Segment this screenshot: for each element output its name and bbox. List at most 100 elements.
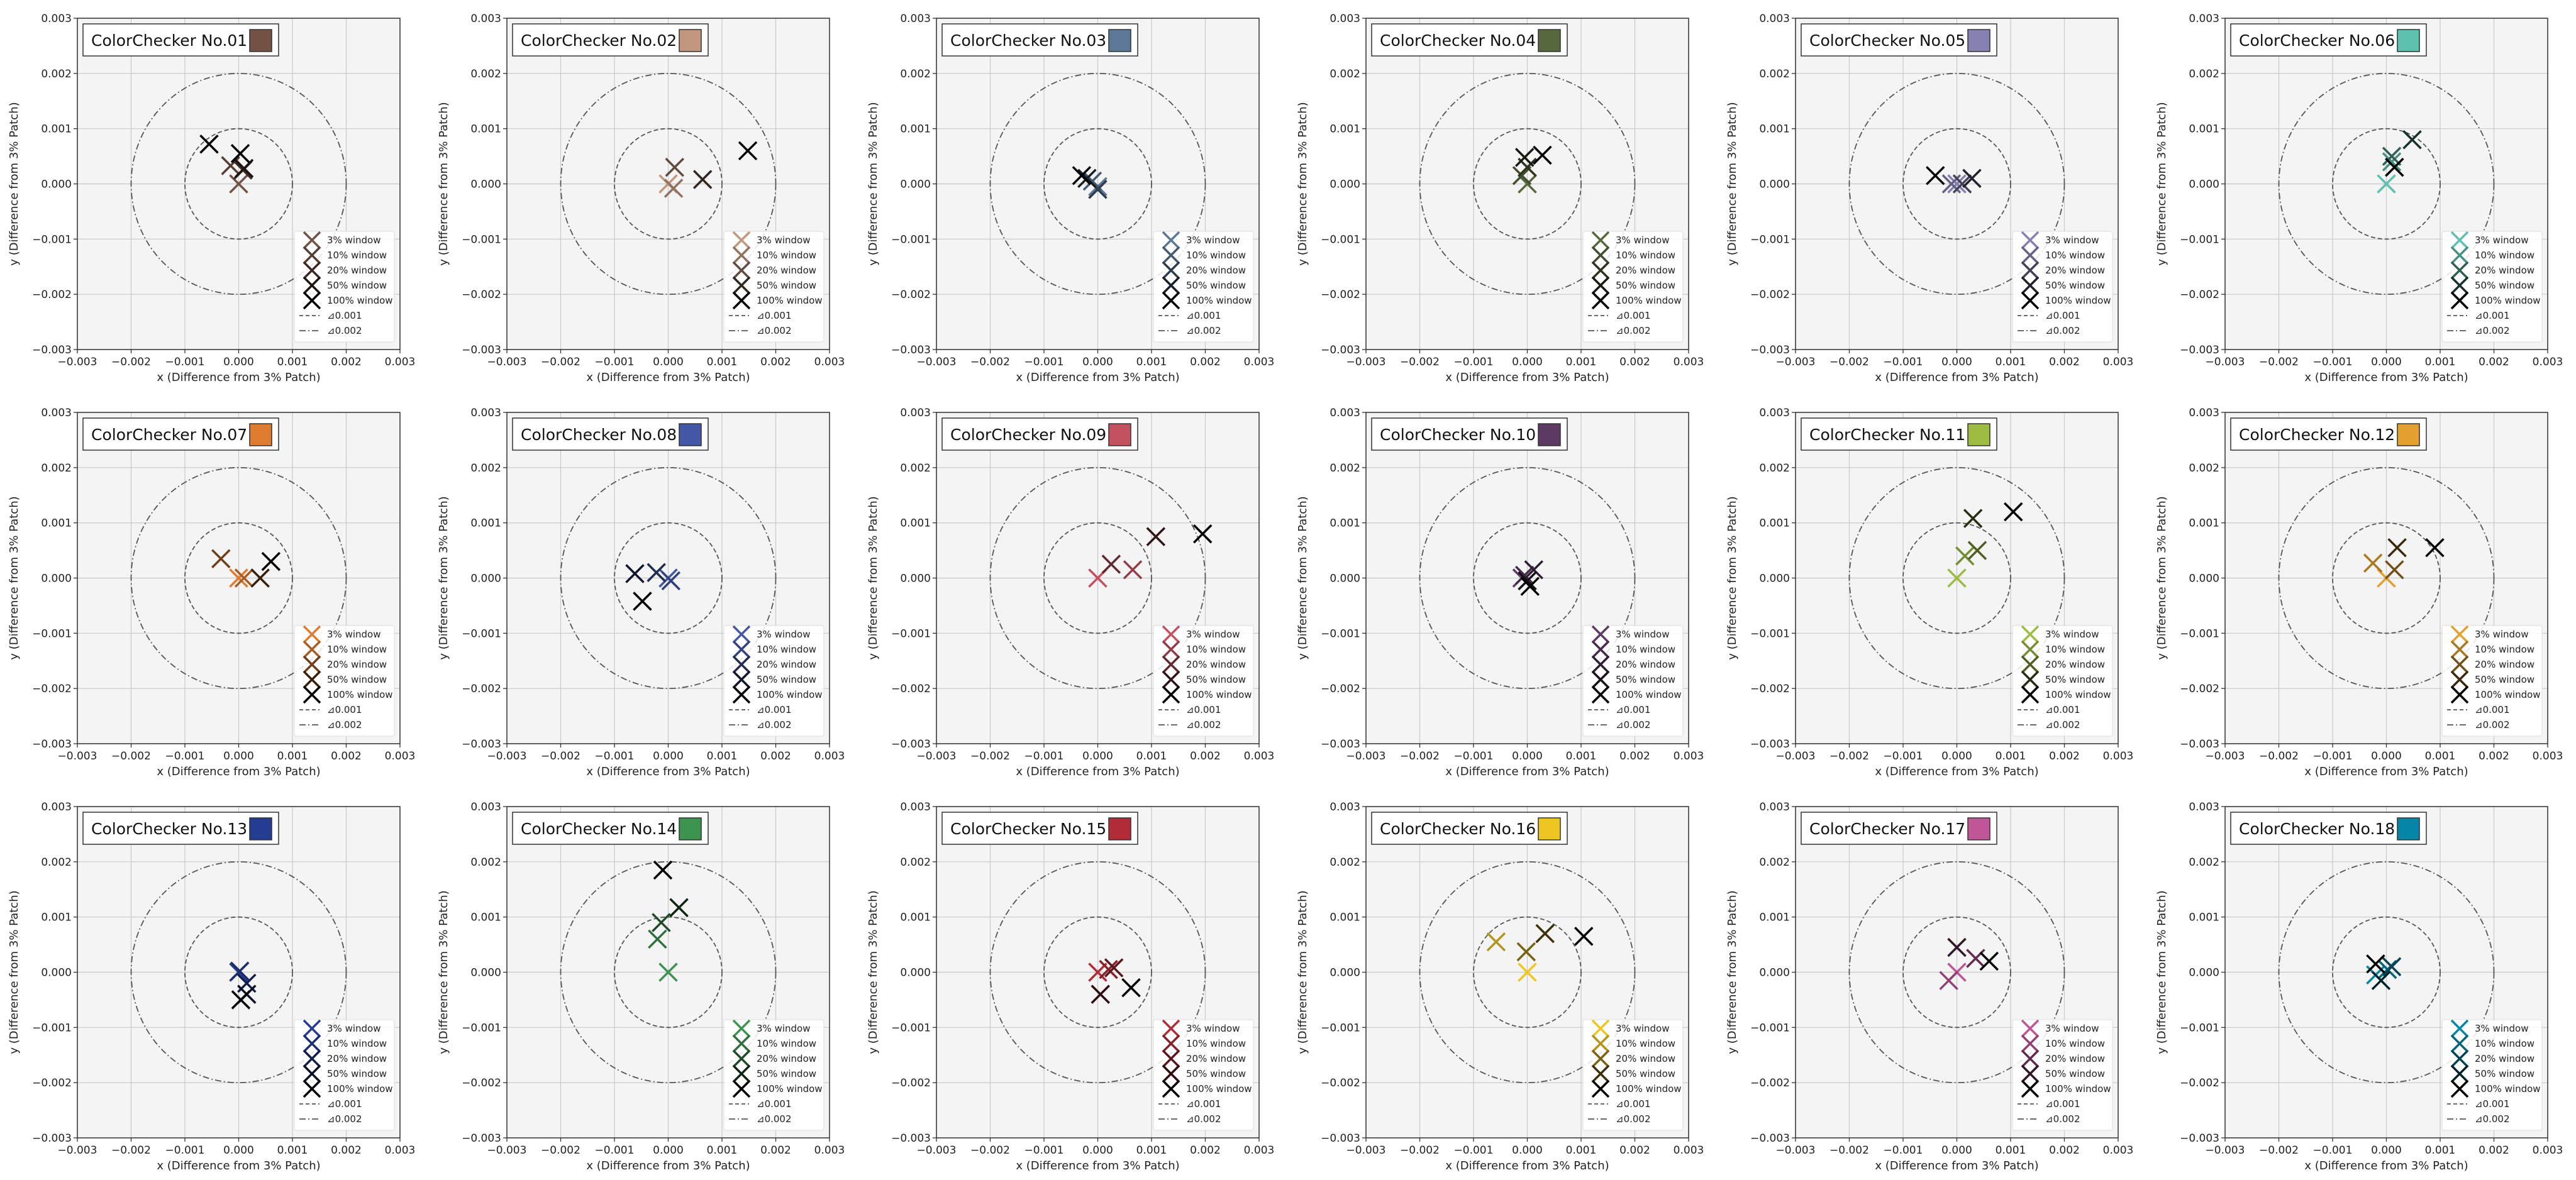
x-tick-label: −0.002 (1400, 1144, 1440, 1157)
x-tick-label: −0.003 (487, 750, 527, 763)
legend-label: 3% window (327, 1023, 380, 1034)
panel-title-box: ColorChecker No.04 (1371, 23, 1568, 57)
point-stroke (1514, 565, 1535, 585)
legend-item: ⊿0.002 (1158, 1113, 1221, 1125)
scatter-point (234, 568, 254, 588)
x-tick-label: 0.000 (223, 1144, 254, 1157)
legend-item: 50% window (2021, 276, 2105, 295)
y-tick-label: 0.000 (470, 179, 501, 191)
legend-item: 100% window (2450, 685, 2541, 704)
scatter-point (665, 157, 684, 177)
legend-item: 10% window (1591, 1034, 1675, 1053)
y-tick-label: 0.002 (2189, 462, 2219, 475)
legend-label: 3% window (2045, 1023, 2099, 1034)
y-axis-label: y (Difference from 3% Patch) (8, 496, 21, 659)
legend-item: 3% window (1162, 231, 1240, 250)
legend-item: 50% window (1591, 276, 1675, 295)
legend-label: ⊿0.001 (2045, 310, 2080, 321)
color-swatch (249, 29, 272, 52)
legend-marker (1162, 231, 1180, 250)
legend-marker (2021, 231, 2040, 250)
legend-marker (1162, 640, 1180, 659)
legend-item: 3% window (732, 1019, 810, 1038)
x-tick-label: 0.003 (2103, 1144, 2134, 1157)
legend-item: 20% window (303, 655, 387, 674)
y-tick-label: 0.002 (2189, 68, 2219, 80)
y-tick-label: 0.000 (470, 967, 501, 979)
color-swatch (1538, 423, 1561, 446)
legend-item: ⊿0.002 (2447, 325, 2510, 336)
legend-label: 100% window (2475, 295, 2541, 306)
x-tick-label: −0.001 (595, 1144, 635, 1157)
legend-item: 10% window (1162, 640, 1246, 659)
legend-item: ⊿0.001 (2018, 704, 2080, 715)
y-tick-label: 0.000 (1330, 179, 1360, 191)
x-tick-label: 0.003 (1244, 356, 1275, 368)
legend-marker (2450, 1064, 2469, 1083)
point-stroke (2377, 174, 2396, 194)
y-tick-label: 0.003 (470, 801, 501, 813)
y-tick-label: 0.002 (1330, 856, 1360, 869)
legend-item: 20% window (2021, 1049, 2105, 1068)
x-tick-label: −0.002 (541, 356, 580, 368)
legend-marker (1162, 1079, 1180, 1098)
chart-panel: −0.003 −0.002 −0.001 0.000 0.001 0.002 0.003 −0… (2155, 13, 2563, 384)
legend-label: 20% window (2475, 659, 2534, 670)
panel-title: ColorChecker No.16 (1380, 820, 1536, 838)
x-tick-label: 0.000 (2371, 1144, 2402, 1157)
legend-marker (2021, 1049, 2040, 1068)
legend-label: ⊿0.001 (2475, 704, 2510, 715)
title-box-frame (512, 812, 709, 845)
x-tick-label: 0.000 (2371, 356, 2402, 368)
legend-marker (1162, 261, 1180, 280)
color-swatch (1967, 423, 1990, 446)
reference-circle-0002 (2278, 72, 2495, 295)
point-stroke (692, 170, 713, 189)
legend-label: 50% window (327, 674, 387, 685)
legend-frame (723, 1019, 824, 1131)
legend-marker (303, 1064, 321, 1083)
x-tick-label: 0.003 (2103, 750, 2134, 763)
point-stroke (1072, 166, 1092, 185)
point-stroke (2382, 957, 2402, 976)
legend-item: 100% window (1162, 685, 1252, 704)
legend-label: 20% window (327, 1053, 387, 1064)
legend-item: ⊿0.002 (1588, 325, 1651, 336)
legend-marker (2021, 1064, 2040, 1083)
legend-label: 3% window (2045, 629, 2099, 640)
legend-item: 10% window (303, 640, 387, 659)
legend-item: 3% window (2450, 231, 2528, 250)
legend-label: 20% window (1186, 265, 1246, 276)
legend-item: 50% window (1162, 276, 1246, 295)
legend-item: ⊿0.001 (729, 310, 792, 321)
legend-item: 100% window (1162, 1079, 1252, 1098)
legend-item: ⊿0.001 (1588, 1098, 1651, 1110)
legend-marker (2450, 1019, 2469, 1038)
legend-label: 100% window (327, 1083, 393, 1095)
legend-label: ⊿0.001 (757, 310, 792, 321)
legend-label: ⊿0.002 (2045, 1113, 2080, 1125)
legend-item: 3% window (303, 1019, 380, 1038)
y-axis-label: y (Difference from 3% Patch) (437, 102, 450, 265)
x-tick-label: 0.002 (2049, 750, 2080, 763)
x-tick-label: −0.001 (1454, 750, 1494, 763)
scatter-point (1486, 932, 1506, 952)
scatter-point (2004, 502, 2023, 522)
color-swatch (1967, 29, 1990, 52)
y-tick-label: 0.000 (1759, 967, 1790, 979)
x-tick-label: 0.000 (653, 750, 684, 763)
y-tick-label: 0.002 (470, 462, 501, 475)
legend-item: ⊿0.002 (1588, 1113, 1651, 1125)
point-stroke (1088, 962, 1108, 982)
title-box-frame (1801, 23, 1997, 57)
legend-frame (294, 625, 395, 737)
y-tick-label: −0.002 (462, 683, 501, 695)
x-axis-label: x (Difference from 3% Patch) (1016, 765, 1179, 778)
x-tick-label: 0.002 (2479, 356, 2509, 368)
legend-marker (2021, 1019, 2040, 1038)
title-box-frame (2230, 23, 2427, 57)
x-tick-label: 0.002 (1619, 750, 1650, 763)
point-stroke (229, 174, 248, 194)
legend-label: 100% window (2475, 689, 2541, 700)
legend-label: 50% window (1616, 1068, 1675, 1079)
